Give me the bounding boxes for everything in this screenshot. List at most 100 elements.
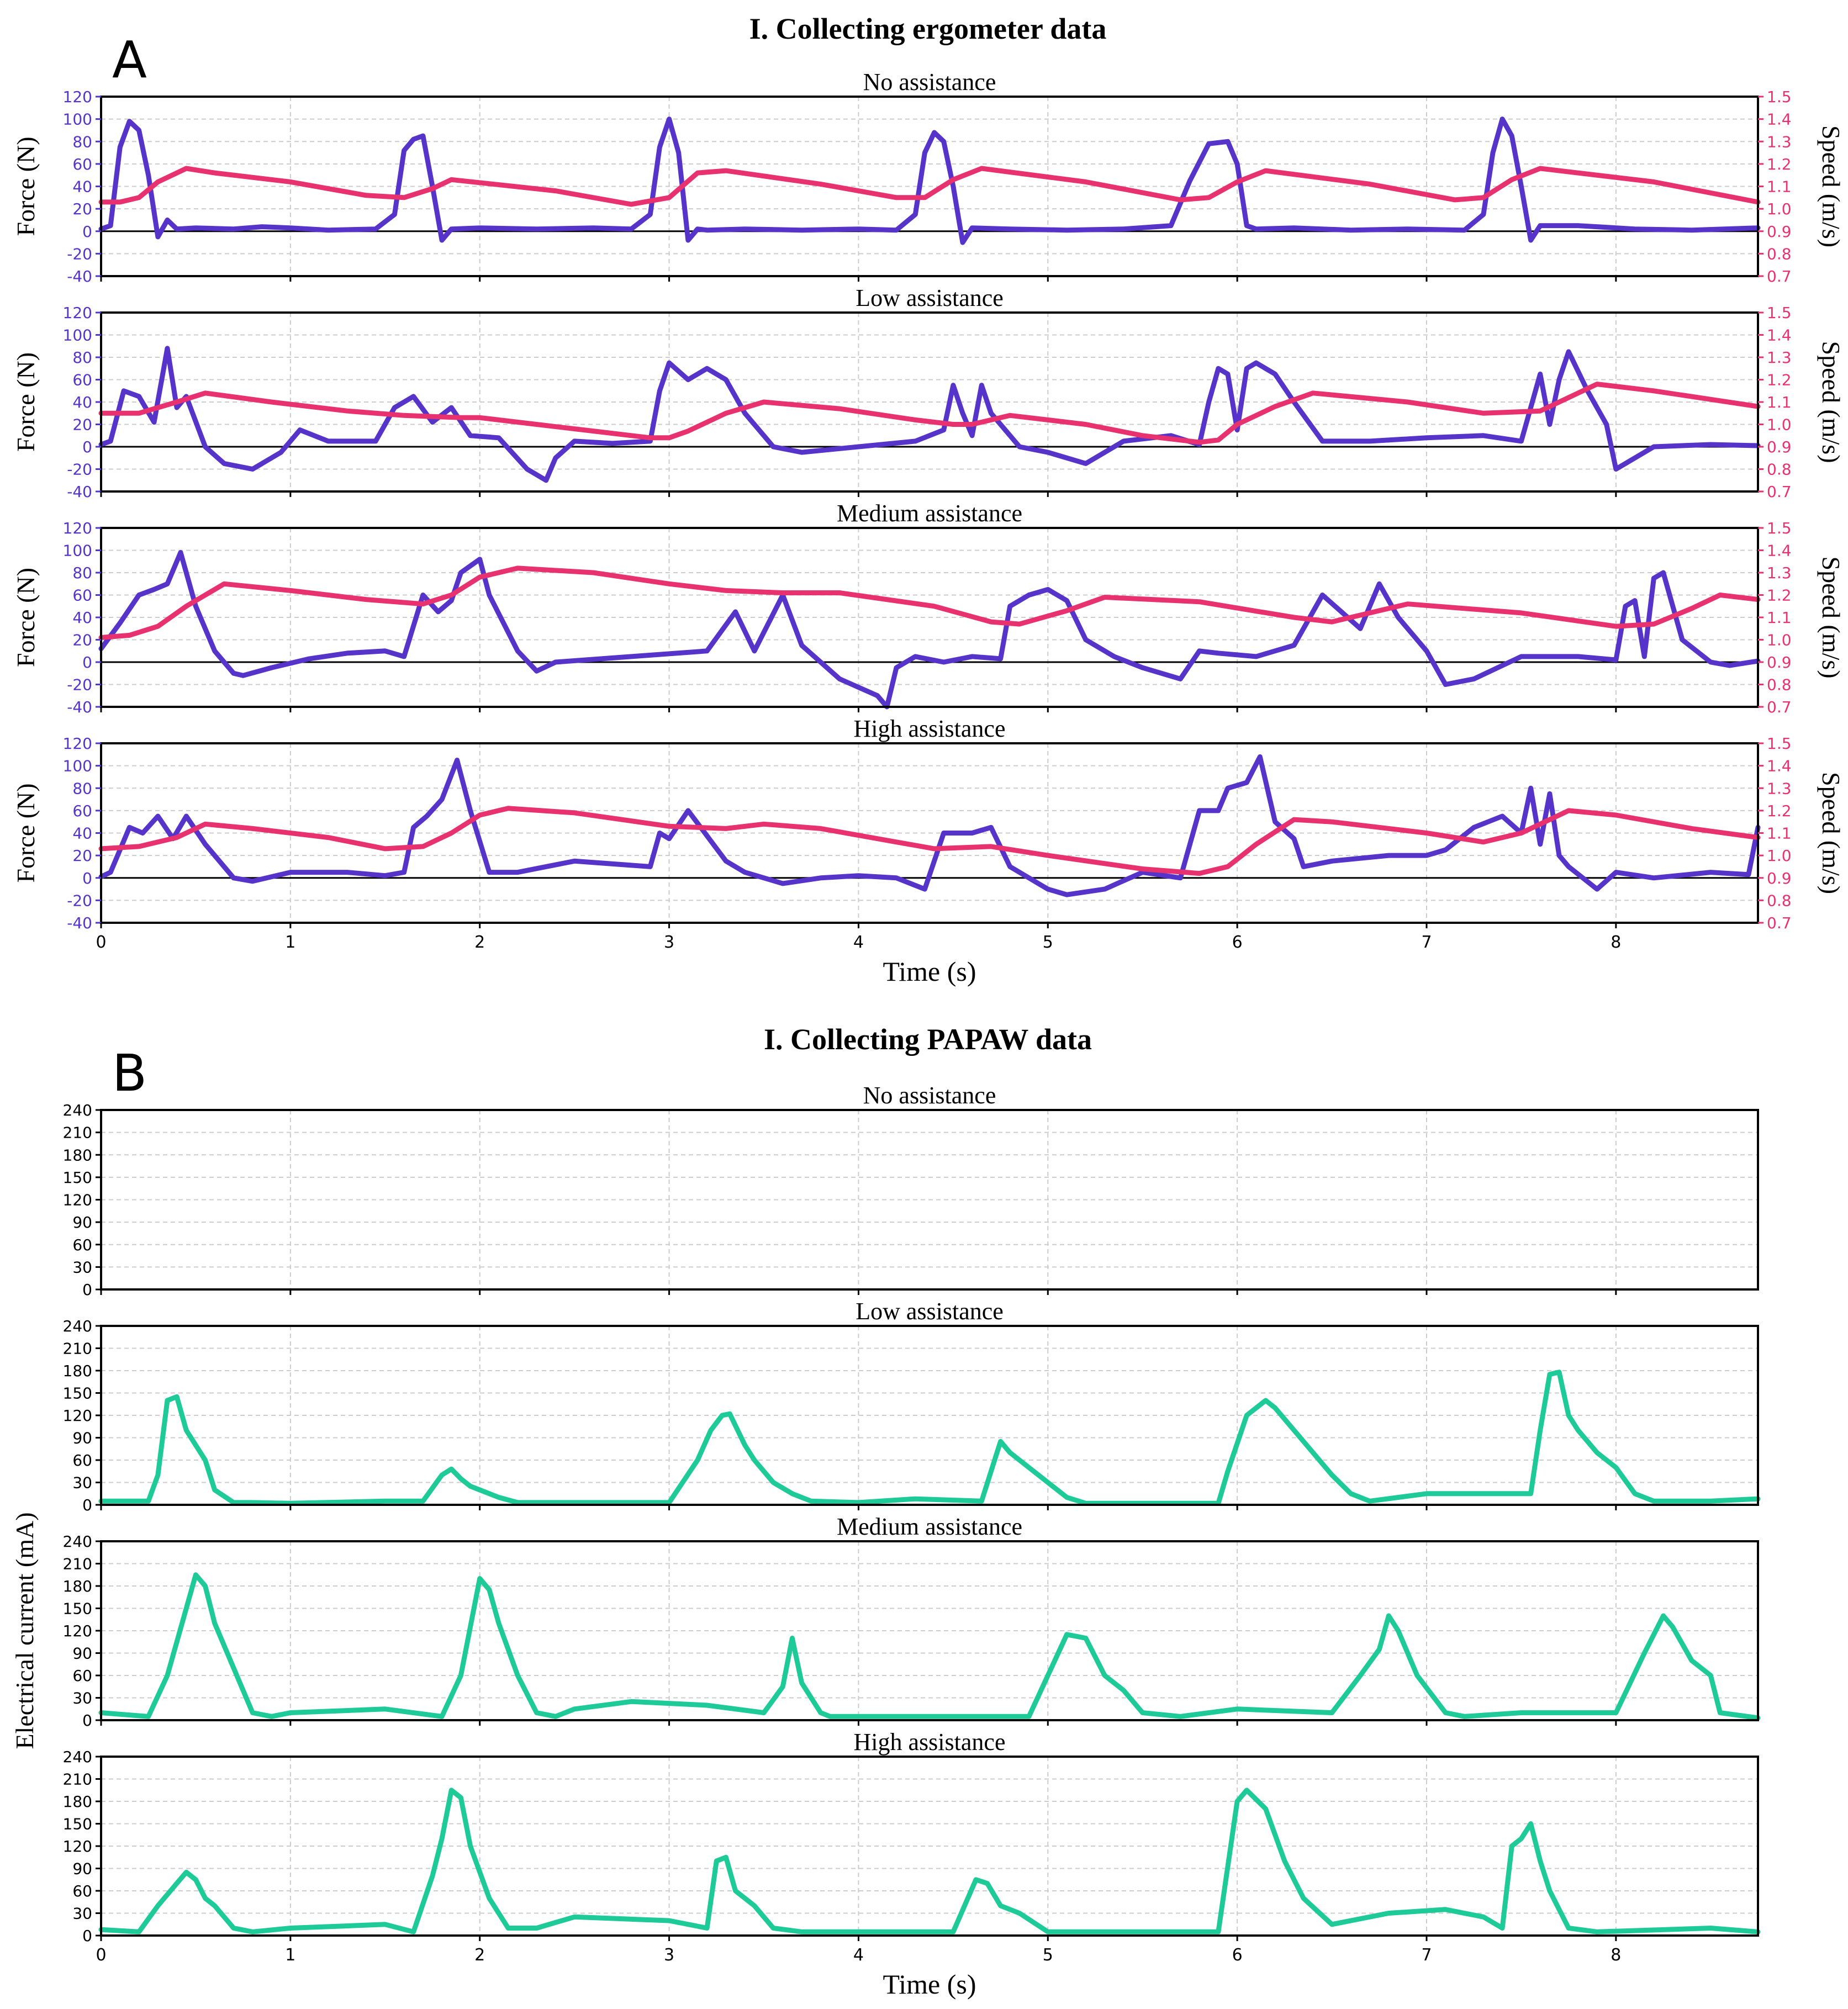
y2-tick-label-a4: 0.9 (1767, 869, 1792, 887)
panel-title-b4: High assistance (854, 1728, 1006, 1756)
y-tick-label-a2: 60 (72, 371, 92, 389)
y2-tick-label-a4: 1.0 (1767, 847, 1792, 865)
y-tick-label-b3: 60 (72, 1667, 92, 1685)
y-tick-label-a3: 40 (72, 609, 92, 627)
y-tick-label-a1: 0 (82, 223, 92, 241)
y-axis-label-b3: Electrical current (mA) (10, 1512, 39, 1749)
y2-tick-label-a1: 1.4 (1767, 110, 1792, 129)
y-tick-label-a1: 60 (72, 155, 92, 173)
series-line-b4-electrical-current (98, 1788, 1761, 1934)
chart-panel-a1: -40 -20 0 20 40 60 80 100 120 0.7 0.8 0.9 1.0 1.1 1.2 1… (12, 68, 1845, 286)
y-tick-label-b4: 150 (63, 1815, 92, 1833)
y-tick-label-b4: 210 (63, 1770, 92, 1789)
y-tick-label-b1: 30 (72, 1258, 92, 1276)
y-tick-label-b2: 60 (72, 1451, 92, 1469)
y2-axis-label-a2: Speed (m/s) (1817, 341, 1845, 463)
panel-title-b3: Medium assistance (837, 1513, 1022, 1540)
y-tick-label-a2: 120 (63, 304, 92, 322)
y-tick-label-a1: 120 (63, 88, 92, 106)
x-tick-label-b4: 3 (664, 1945, 674, 1965)
series-line-a1-speed (98, 166, 1761, 207)
x-tick-label-a4: 2 (474, 933, 485, 952)
x-tick-label-a4: 6 (1232, 933, 1243, 952)
y2-tick-label-a4: 0.8 (1767, 891, 1792, 910)
y2-tick-label-a1: 1.5 (1767, 88, 1792, 106)
y-tick-label-a3: 20 (72, 631, 92, 649)
series-line-a3-speed (98, 565, 1761, 640)
y-tick-label-b3: 180 (63, 1577, 92, 1595)
y2-tick-label-a1: 1.0 (1767, 200, 1792, 218)
chart-panel-b1: 0 30 60 90 120 150 180 210 240 No assistance (63, 1082, 1759, 1299)
panel-title-a1: No assistance (863, 68, 996, 96)
series-line-b2-electrical-current (98, 1370, 1761, 1506)
y-tick-label-b3: 150 (63, 1600, 92, 1618)
chart-panel-a3: -40 -20 0 20 40 60 80 100 120 0.7 0.8 0.9 1.0 1.1 1.2 1… (12, 500, 1845, 716)
y-axis-label-a4: Force (N) (12, 783, 40, 882)
series-line-a1-force (98, 117, 1761, 245)
y-tick-label-b4: 120 (63, 1837, 92, 1855)
y-tick-label-b1: 210 (63, 1124, 92, 1142)
chart-panels: -40-200204060801001200.70.80.91.01.11.21… (10, 68, 1845, 2000)
y-tick-label-a1: -40 (67, 267, 92, 286)
y2-tick-label-a1: 1.1 (1767, 178, 1792, 196)
y-tick-label-b3: 210 (63, 1555, 92, 1573)
y-tick-label-b2: 120 (63, 1407, 92, 1425)
x-tick-label-b4: 8 (1611, 1945, 1621, 1965)
y-tick-label-b3: 30 (72, 1689, 92, 1707)
y2-tick-label-a3: 1.4 (1767, 542, 1792, 560)
y-tick-label-a1: -20 (67, 245, 92, 263)
y2-tick-label-a2: 0.7 (1767, 483, 1792, 501)
y-tick-label-a4: 20 (72, 847, 92, 865)
y2-tick-label-a1: 1.2 (1767, 155, 1792, 173)
y-tick-label-b4: 90 (72, 1860, 92, 1878)
y2-axis-label-a4: Speed (m/s) (1817, 772, 1845, 894)
y-tick-label-a2: 80 (72, 348, 92, 367)
y-tick-label-b2: 180 (63, 1362, 92, 1380)
y2-axis-label-a3: Speed (m/s) (1817, 556, 1845, 678)
y-tick-label-a4: 40 (72, 824, 92, 843)
x-tick-label-b4: 7 (1421, 1945, 1432, 1965)
section-a-title: I. Collecting ergometer data (749, 12, 1107, 45)
y-tick-label-a1: 40 (72, 178, 92, 196)
y2-tick-label-a4: 1.1 (1767, 824, 1792, 843)
section-b-letter: B (112, 1044, 147, 1103)
y-tick-label-b3: 90 (72, 1645, 92, 1663)
panel-title-b1: No assistance (863, 1082, 996, 1109)
y-tick-label-b4: 240 (63, 1748, 92, 1766)
x-tick-label-b4: 6 (1232, 1945, 1243, 1965)
y-tick-label-a4: 120 (63, 734, 92, 753)
y2-tick-label-a4: 0.7 (1767, 914, 1792, 932)
y-tick-label-a1: 80 (72, 133, 92, 151)
panel-title-a3: Medium assistance (837, 500, 1022, 527)
y-tick-label-a4: 0 (82, 869, 92, 887)
y2-tick-label-a2: 1.2 (1767, 371, 1792, 389)
x-tick-label-a4: 8 (1611, 933, 1621, 952)
series-line-a4-force (98, 754, 1761, 897)
y2-tick-label-a2: 0.9 (1767, 438, 1792, 456)
y-tick-label-b4: 0 (82, 1927, 92, 1945)
y-tick-label-a3: 60 (72, 586, 92, 605)
y-tick-label-b4: 180 (63, 1793, 92, 1811)
y-tick-label-a2: 100 (63, 326, 92, 345)
y2-axis-label-a1: Speed (m/s) (1817, 125, 1845, 247)
y-axis-label-a3: Force (N) (12, 568, 40, 667)
x-tick-label-b4: 5 (1043, 1945, 1053, 1965)
panel-title-b2: Low assistance (856, 1298, 1004, 1325)
section-b-title: I. Collecting PAPAW data (764, 1023, 1092, 1056)
y-tick-label-b2: 240 (63, 1317, 92, 1335)
series-line-b3-electrical-current (98, 1572, 1761, 1721)
y2-tick-label-a3: 1.0 (1767, 631, 1792, 649)
x-tick-label-b4: 4 (853, 1945, 864, 1965)
y-tick-label-b2: 30 (72, 1474, 92, 1492)
y2-tick-label-a4: 1.5 (1767, 734, 1792, 753)
y-tick-label-b2: 210 (63, 1340, 92, 1358)
y-tick-label-b2: 150 (63, 1384, 92, 1403)
y-tick-label-a4: 100 (63, 757, 92, 775)
y-tick-label-b1: 0 (82, 1281, 92, 1299)
y2-tick-label-a3: 0.7 (1767, 698, 1792, 716)
y-tick-label-a3: -40 (67, 698, 92, 716)
y2-tick-label-a2: 0.8 (1767, 461, 1792, 479)
y2-tick-label-a4: 1.3 (1767, 779, 1792, 797)
panel-title-a4: High assistance (854, 715, 1006, 742)
